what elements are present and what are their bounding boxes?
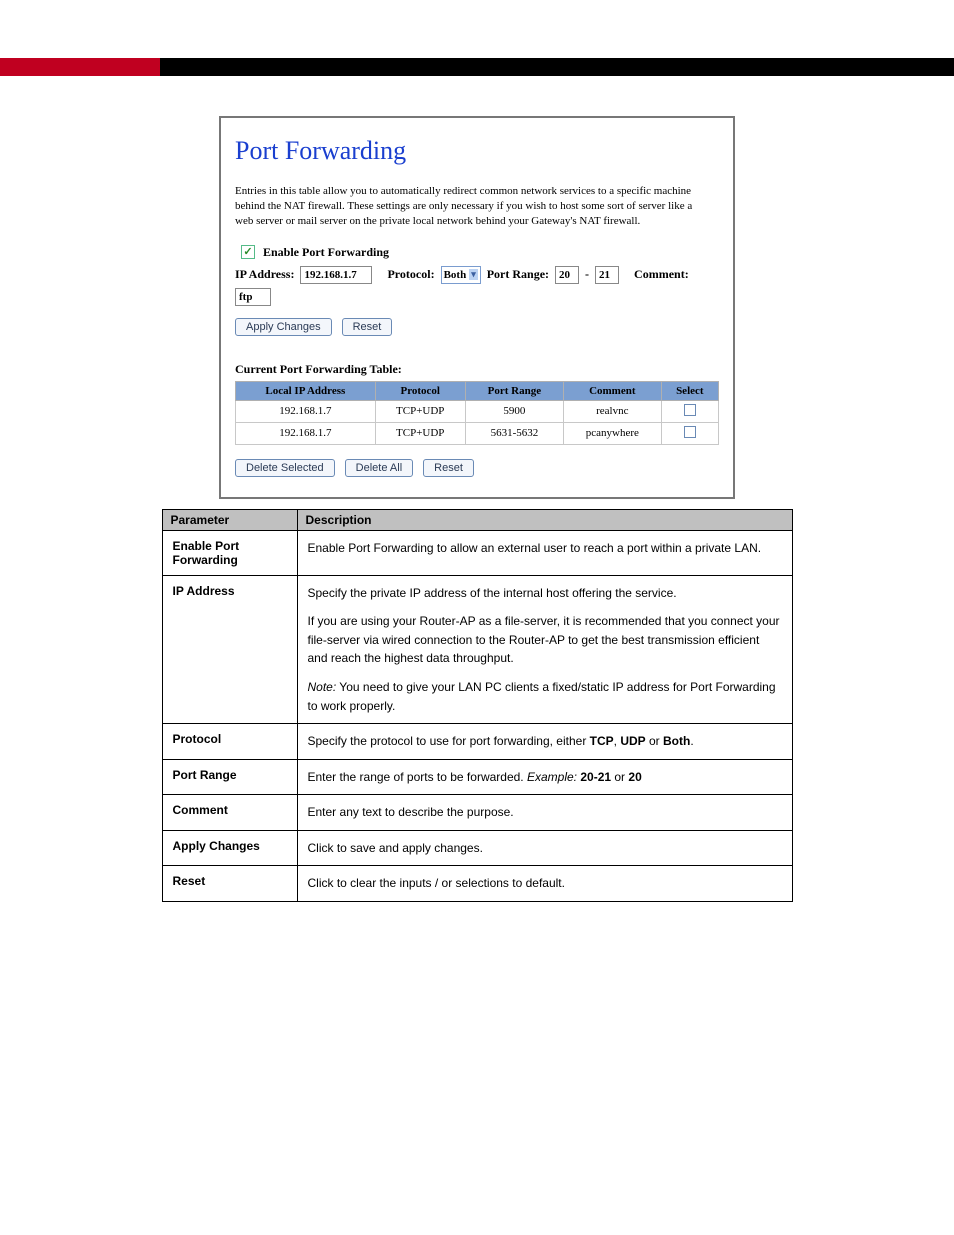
col-protocol: Protocol — [375, 381, 465, 400]
page-title: Port Forwarding — [235, 136, 719, 166]
cell-protocol: TCP+UDP — [375, 422, 465, 444]
param-row: CommentEnter any text to describe the pu… — [162, 795, 792, 831]
parameter-table: Parameter Description Enable Port Forwar… — [162, 509, 793, 903]
comment-label: Comment: — [634, 267, 689, 282]
param-label: Protocol — [162, 724, 297, 760]
param-row: Port RangeEnter the range of ports to be… — [162, 759, 792, 795]
param-desc: Enable Port Forwarding to allow an exter… — [297, 530, 792, 575]
ip-input[interactable]: 192.168.1.7 — [300, 266, 372, 284]
param-label: IP Address — [162, 575, 297, 724]
header-bar-red — [0, 58, 160, 76]
table-label: Current Port Forwarding Table: — [235, 362, 719, 377]
enable-checkbox[interactable]: ✓ — [241, 245, 255, 259]
param-row: ResetClick to clear the inputs / or sele… — [162, 866, 792, 902]
screenshot-panel: Port Forwarding Entries in this table al… — [219, 116, 735, 499]
param-desc: Click to clear the inputs / or selection… — [297, 866, 792, 902]
table-row: 192.168.1.7 TCP+UDP 5631-5632 pcanywhere — [236, 422, 719, 444]
form-row: IP Address: 192.168.1.7 Protocol: Both ▾… — [235, 266, 719, 306]
param-label: Comment — [162, 795, 297, 831]
reset2-button[interactable]: Reset — [423, 459, 474, 477]
col-range: Port Range — [465, 381, 563, 400]
param-label: Enable Port Forwarding — [162, 530, 297, 575]
protocol-label: Protocol: — [387, 267, 434, 282]
ip-label: IP Address: — [235, 267, 294, 282]
cell-ip: 192.168.1.7 — [236, 422, 376, 444]
header-bar — [0, 58, 954, 76]
page-description: Entries in this table allow you to autom… — [235, 184, 711, 229]
chevron-down-icon: ▾ — [469, 269, 478, 280]
table-row: 192.168.1.7 TCP+UDP 5900 realvnc — [236, 400, 719, 422]
protocol-value: Both — [444, 269, 467, 281]
param-row: ProtocolSpecify the protocol to use for … — [162, 724, 792, 760]
enable-label: Enable Port Forwarding — [263, 245, 389, 260]
forwarding-table: Local IP Address Protocol Port Range Com… — [235, 381, 719, 445]
param-desc: Enter any text to describe the purpose. — [297, 795, 792, 831]
port-range-label: Port Range: — [487, 267, 549, 282]
port-sep: - — [585, 267, 589, 282]
cell-range: 5631-5632 — [465, 422, 563, 444]
port-from-input[interactable]: 20 — [555, 266, 579, 284]
row-checkbox[interactable] — [684, 426, 696, 438]
cell-select — [661, 400, 718, 422]
param-desc: Specify the protocol to use for port for… — [297, 724, 792, 760]
protocol-select[interactable]: Both ▾ — [441, 266, 481, 284]
param-label: Port Range — [162, 759, 297, 795]
cell-comment: pcanywhere — [563, 422, 661, 444]
param-desc: Enter the range of ports to be forwarded… — [297, 759, 792, 795]
cell-protocol: TCP+UDP — [375, 400, 465, 422]
row-checkbox[interactable] — [684, 404, 696, 416]
param-row: Enable Port ForwardingEnable Port Forwar… — [162, 530, 792, 575]
comment-input[interactable]: ftp — [235, 288, 271, 306]
reset-button[interactable]: Reset — [342, 318, 393, 336]
cell-ip: 192.168.1.7 — [236, 400, 376, 422]
param-header-desc: Description — [297, 509, 792, 530]
param-label: Apply Changes — [162, 830, 297, 866]
delete-all-button[interactable]: Delete All — [345, 459, 413, 477]
param-desc: Specify the private IP address of the in… — [297, 575, 792, 724]
port-to-input[interactable]: 21 — [595, 266, 619, 284]
col-comment: Comment — [563, 381, 661, 400]
cell-select — [661, 422, 718, 444]
param-row: Apply ChangesClick to save and apply cha… — [162, 830, 792, 866]
param-desc: Click to save and apply changes. — [297, 830, 792, 866]
param-row: IP AddressSpecify the private IP address… — [162, 575, 792, 724]
col-ip: Local IP Address — [236, 381, 376, 400]
param-label: Reset — [162, 866, 297, 902]
col-select: Select — [661, 381, 718, 400]
apply-button[interactable]: Apply Changes — [235, 318, 332, 336]
cell-range: 5900 — [465, 400, 563, 422]
param-header-param: Parameter — [162, 509, 297, 530]
delete-selected-button[interactable]: Delete Selected — [235, 459, 335, 477]
cell-comment: realvnc — [563, 400, 661, 422]
